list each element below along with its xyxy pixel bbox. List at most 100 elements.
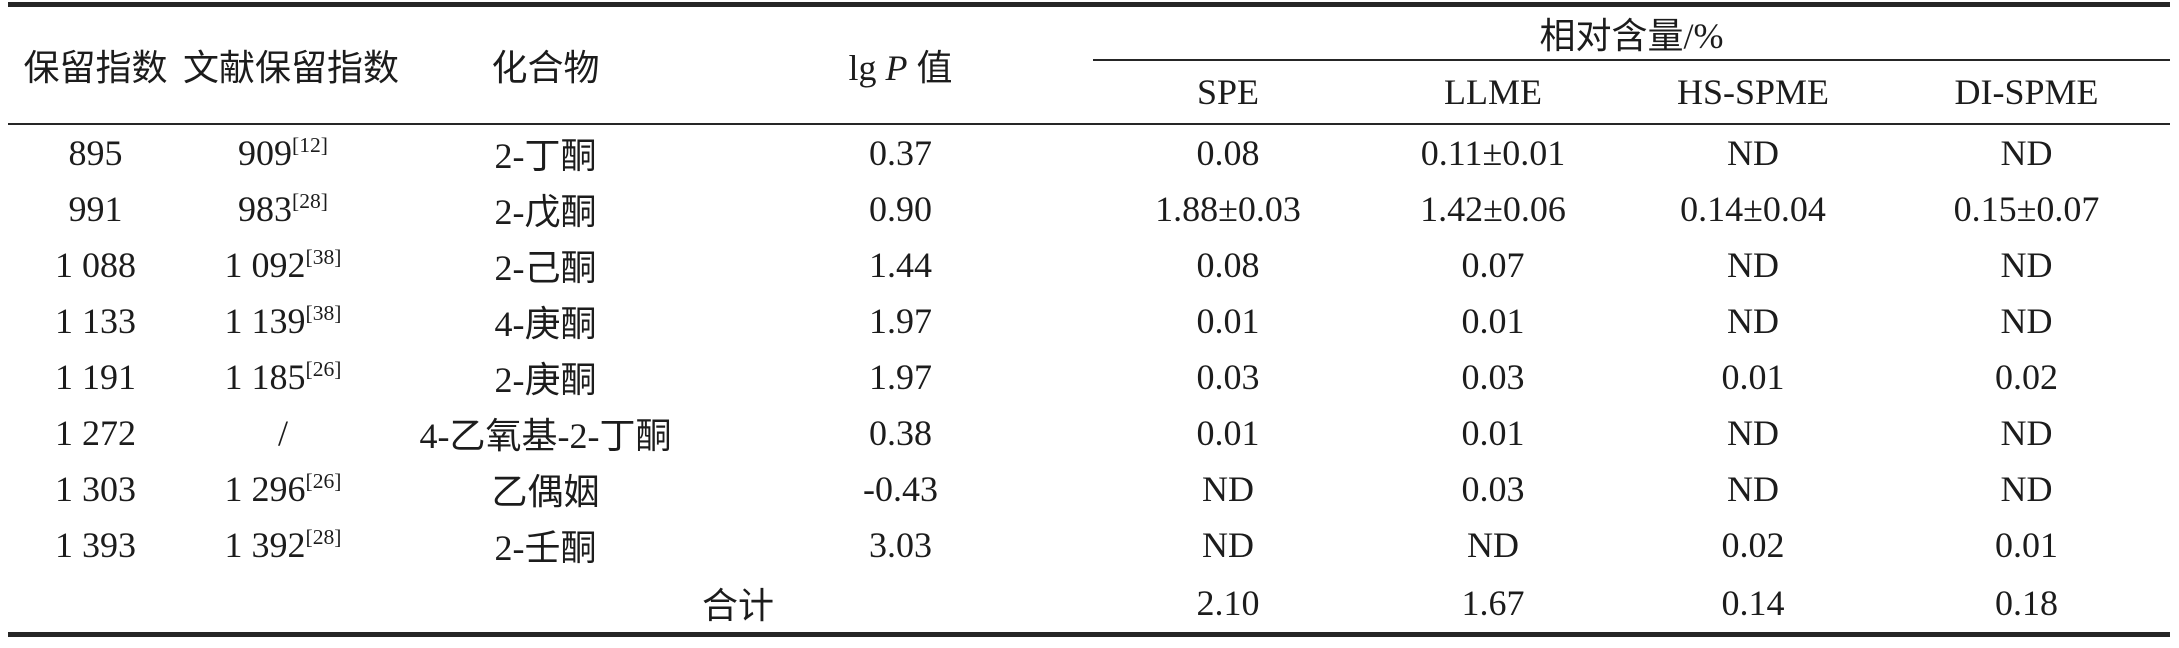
- cell-hs-spme: ND: [1727, 301, 1779, 341]
- cell-retention-index: 1 133: [55, 301, 136, 341]
- table-row: 1 303 1 296[26] 乙偶姻 -0.43 ND 0.03 ND ND: [8, 461, 2170, 517]
- col-header-hs-spme: HS-SPME: [1623, 60, 1883, 125]
- cell-literature-retention-index: 909[12]: [183, 124, 383, 181]
- cell-compound: 乙偶姻: [491, 472, 600, 512]
- cell-compound: 4-乙氧基-2-丁酮: [419, 416, 672, 456]
- cell-llme: 0.01: [1461, 301, 1525, 341]
- cell-lgp: 0.90: [869, 189, 932, 229]
- cell-literature-retention-index: 983[28]: [183, 181, 383, 237]
- cell-retention-index: 1 272: [55, 413, 136, 453]
- cell-spe: ND: [1202, 525, 1254, 565]
- cell-lgp: 3.03: [869, 525, 932, 565]
- cell-literature-retention-index: 1 092[38]: [183, 237, 383, 293]
- cell-lgp: 1.97: [869, 301, 932, 341]
- cell-spe: 0.01: [1196, 413, 1260, 453]
- lit-ri-value: 1 185: [224, 357, 306, 397]
- lit-ri-value: 983: [238, 189, 292, 229]
- total-label: 合计: [701, 585, 774, 626]
- lit-ri-value: /: [277, 413, 288, 453]
- total-row: 合计 2.10 1.67 0.14 0.18: [8, 573, 2170, 635]
- col-header-literature-retention-index: 文献保留指数: [183, 4, 399, 125]
- lit-ri-value: 1 296: [224, 469, 306, 509]
- cell-llme: 0.11±0.01: [1420, 133, 1566, 173]
- table-row: 1 133 1 139[38] 4-庚酮 1.97 0.01 0.01 ND N…: [8, 293, 2170, 349]
- col-header-compound: 化合物: [383, 4, 708, 125]
- cell-hs-spme: ND: [1727, 413, 1779, 453]
- total-di-spme: 0.18: [1995, 582, 2058, 623]
- table-body: 895 909[12] 2-丁酮 0.37 0.08 0.11±0.01 ND …: [8, 124, 2170, 635]
- cell-lgp: -0.43: [863, 469, 938, 509]
- cell-retention-index: 1 088: [55, 245, 136, 285]
- cell-di-spme: 0.15±0.07: [1953, 189, 2100, 229]
- cell-di-spme: ND: [2000, 245, 2053, 285]
- table-row: 1 088 1 092[38] 2-己酮 1.44 0.08 0.07 ND N…: [8, 237, 2170, 293]
- cell-di-spme: ND: [2000, 133, 2053, 173]
- cell-spe: 0.01: [1196, 301, 1260, 341]
- cell-retention-index: 895: [68, 133, 123, 173]
- citation-ref: [38]: [305, 301, 342, 325]
- lit-ri-value: 1 139: [224, 301, 306, 341]
- header-methods-row: SPE LLME HS-SPME DI-SPME: [8, 60, 2170, 125]
- total-llme: 1.67: [1461, 582, 1525, 623]
- col-header-lgp: lg P 值: [708, 4, 1093, 125]
- cell-hs-spme: 0.02: [1721, 525, 1785, 565]
- lgp-prefix: lg: [848, 48, 877, 88]
- lit-ri-value: 1 392: [224, 525, 306, 565]
- table-row: 1 272 / 4-乙氧基-2-丁酮 0.38 0.01 0.01 ND ND: [8, 405, 2170, 461]
- retention-index-table-wrap: 保留指数 文献保留指数 化合物 lg P 值 相对含量/% SPE LLME HS-…: [8, 2, 2170, 637]
- table-row: 991 983[28] 2-戊酮 0.90 1.88±0.03 1.42±0.0…: [8, 181, 2170, 237]
- cell-compound: 4-庚酮: [494, 304, 597, 344]
- col-header-di-spme: DI-SPME: [1883, 60, 2170, 125]
- cell-literature-retention-index: 1 392[28]: [183, 517, 383, 573]
- cell-spe: 1.88±0.03: [1155, 189, 1301, 229]
- cell-retention-index: 991: [68, 189, 123, 229]
- col-header-relative-content-group: 相对含量/%: [1093, 4, 2170, 61]
- col-header-llme: LLME: [1363, 60, 1623, 125]
- header-group-row: 保留指数 文献保留指数 化合物 lg P 值 相对含量/%: [8, 4, 2170, 125]
- citation-ref: [12]: [292, 133, 328, 157]
- col-header-spe: SPE: [1093, 60, 1363, 125]
- cell-hs-spme: ND: [1727, 245, 1779, 285]
- cell-llme: 1.42±0.06: [1420, 189, 1566, 229]
- total-row-spacer: [8, 573, 383, 635]
- cell-di-spme: 0.01: [1995, 525, 2058, 565]
- cell-spe: 0.08: [1196, 133, 1260, 173]
- table-row: 1 191 1 185[26] 2-庚酮 1.97 0.03 0.03 0.01…: [8, 349, 2170, 405]
- cell-hs-spme: ND: [1727, 133, 1779, 173]
- cell-compound: 2-戊酮: [494, 192, 597, 232]
- citation-ref: [28]: [292, 189, 328, 213]
- cell-llme: 0.03: [1461, 469, 1525, 509]
- cell-retention-index: 1 303: [55, 469, 136, 509]
- lit-ri-value: 1 092: [224, 245, 306, 285]
- table-row: 895 909[12] 2-丁酮 0.37 0.08 0.11±0.01 ND …: [8, 124, 2170, 181]
- cell-llme: 0.01: [1461, 413, 1525, 453]
- lgp-suffix: 值: [916, 48, 953, 88]
- citation-ref: [26]: [305, 469, 342, 493]
- total-hs-spme: 0.14: [1721, 582, 1785, 623]
- cell-lgp: 1.97: [869, 357, 932, 397]
- lit-ri-value: 909: [238, 133, 292, 173]
- cell-hs-spme: 0.14±0.04: [1680, 189, 1826, 229]
- cell-retention-index: 1 191: [55, 357, 136, 397]
- cell-retention-index: 1 393: [55, 525, 136, 565]
- cell-hs-spme: 0.01: [1721, 357, 1785, 397]
- cell-literature-retention-index: 1 139[38]: [183, 293, 383, 349]
- cell-di-spme: ND: [2000, 301, 2053, 341]
- cell-hs-spme: ND: [1727, 469, 1779, 509]
- cell-literature-retention-index: 1 296[26]: [183, 461, 383, 517]
- cell-lgp: 0.38: [869, 413, 932, 453]
- col-header-retention-index: 保留指数: [8, 4, 183, 125]
- total-spe: 2.10: [1196, 582, 1260, 623]
- cell-compound: 2-己酮: [494, 248, 597, 288]
- cell-compound: 2-庚酮: [494, 360, 597, 400]
- citation-ref: [38]: [305, 245, 342, 269]
- retention-index-table: 保留指数 文献保留指数 化合物 lg P 值 相对含量/% SPE LLME HS-…: [8, 2, 2170, 637]
- cell-llme: 0.07: [1461, 245, 1525, 285]
- cell-spe: 0.03: [1196, 357, 1260, 397]
- cell-di-spme: 0.02: [1995, 357, 2058, 397]
- cell-compound: 2-壬酮: [494, 528, 597, 568]
- table-row: 1 393 1 392[28] 2-壬酮 3.03 ND ND 0.02 0.0…: [8, 517, 2170, 573]
- cell-di-spme: ND: [2000, 413, 2053, 453]
- table-header: 保留指数 文献保留指数 化合物 lg P 值 相对含量/% SPE LLME HS-…: [8, 4, 2170, 125]
- citation-ref: [26]: [305, 357, 342, 381]
